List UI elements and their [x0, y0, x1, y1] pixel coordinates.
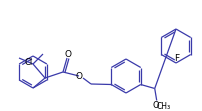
Text: O: O [152, 101, 158, 110]
Text: CH₃: CH₃ [156, 102, 170, 111]
Text: F: F [174, 54, 179, 62]
Text: O: O [75, 71, 82, 80]
Text: O: O [64, 50, 71, 58]
Text: Cl: Cl [25, 57, 33, 66]
